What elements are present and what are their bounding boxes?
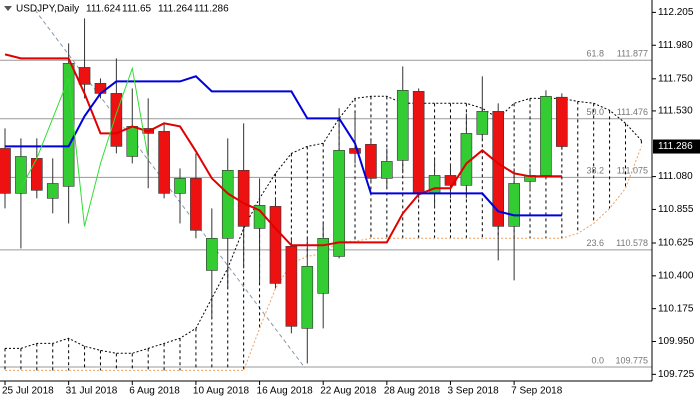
candle-body — [476, 111, 489, 135]
y-tick-label: 109.950 — [658, 336, 695, 347]
y-tick-label: 110.625 — [658, 238, 694, 249]
candle-body — [31, 158, 43, 191]
fib-value: 109.775 — [615, 355, 648, 365]
x-tick-label: 16 Aug 2018 — [257, 386, 314, 397]
candle-body — [126, 126, 139, 157]
candle-body — [94, 83, 107, 94]
x-tick-label: 31 Jul 2018 — [66, 386, 118, 397]
price-label-bg — [653, 139, 700, 154]
candle-body — [508, 183, 520, 227]
fib-value: 110.578 — [616, 238, 648, 248]
price-label: 111.286 — [658, 141, 693, 152]
candle-body — [285, 246, 298, 327]
candle-body — [62, 63, 75, 187]
fib-value: 111.075 — [617, 166, 648, 176]
candle-body — [110, 93, 123, 147]
x-tick-label: 3 Sep 2018 — [447, 386, 499, 397]
indicator-line — [20, 66, 149, 227]
fib-percent: 50.0 — [586, 107, 604, 117]
y-tick-label: 110.855 — [658, 204, 694, 215]
header-low: 111.264 — [158, 4, 193, 15]
y-tick-label: 111.750 — [658, 73, 693, 84]
indicator-line — [5, 75, 562, 217]
x-tick-label: 6 Aug 2018 — [129, 386, 180, 397]
candle-body — [15, 156, 27, 194]
candle-body — [0, 148, 11, 194]
fib-percent: 61.8 — [586, 49, 604, 59]
header: USDJPY,Daily 111.624 111.65 111.264 111.… — [16, 4, 229, 15]
candle-body — [237, 170, 250, 227]
symbol-title: USDJPY,Daily — [16, 4, 79, 15]
fib-percent: 38.2 — [586, 166, 604, 176]
candle-body — [381, 161, 393, 179]
y-tick-label: 111.080 — [658, 171, 693, 182]
candle-body — [540, 96, 552, 176]
candle-body — [396, 90, 409, 161]
x-tick-label: 10 Aug 2018 — [193, 386, 250, 397]
header-close: 111.286 — [194, 4, 229, 15]
header-open: 111.624 — [86, 4, 121, 15]
x-tick-label: 22 Aug 2018 — [320, 386, 377, 397]
candle-body — [190, 178, 202, 231]
candle-body — [78, 67, 91, 85]
candle-body — [206, 238, 218, 271]
candle-body — [301, 266, 314, 329]
plot-area: 61.8 111.877 50.0 111.476 38.2 111.075 23.6 110… — [0, 18, 652, 371]
x-tick-label: 7 Sep 2018 — [511, 386, 563, 397]
header-high: 111.65 — [122, 4, 152, 15]
candle-body — [174, 178, 186, 194]
candle-body — [365, 144, 377, 179]
fib-value: 111.476 — [617, 107, 648, 117]
y-tick-label: 111.980 — [658, 40, 693, 51]
candle-body — [412, 91, 425, 194]
fib-percent: 23.6 — [586, 238, 604, 248]
candle-body — [317, 238, 330, 294]
menu-triangle — [4, 6, 12, 11]
fib-percent: 0.0 — [591, 355, 604, 365]
y-tick-label: 110.175 — [658, 303, 694, 314]
y-tick-label: 111.530 — [658, 106, 693, 117]
x-tick-label: 25 Jul 2018 — [2, 386, 54, 397]
candle-body — [349, 148, 361, 154]
fib-value: 111.877 — [617, 49, 648, 59]
candle-body — [333, 150, 345, 257]
cloud-edge — [5, 95, 642, 354]
y-tick-label: 112.205 — [658, 7, 694, 18]
candle-body — [158, 131, 170, 194]
candle-body — [492, 111, 505, 227]
y-tick-label: 109.725 — [658, 369, 695, 380]
candle-body — [269, 206, 282, 284]
x-tick-label: 28 Aug 2018 — [384, 386, 441, 397]
indicator-line — [4, 53, 562, 247]
candle-body — [221, 170, 234, 239]
candle-body — [46, 183, 59, 199]
candle-body — [556, 96, 568, 147]
y-tick-label: 110.400 — [658, 270, 694, 281]
